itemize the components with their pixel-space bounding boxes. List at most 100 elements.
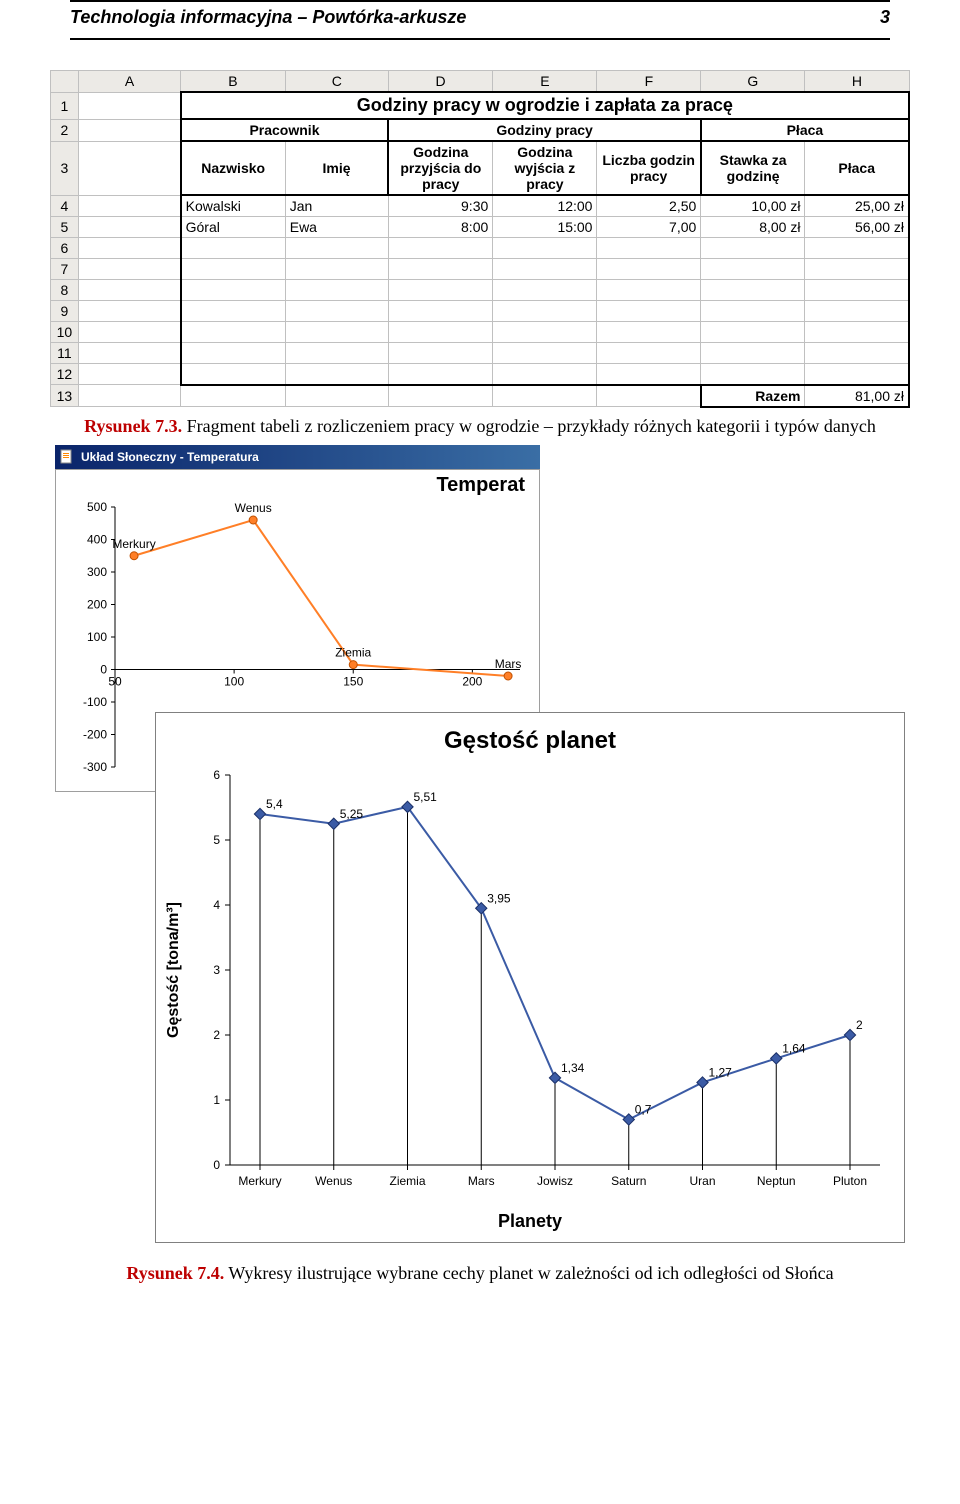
cell[interactable] [388,259,492,280]
cell[interactable] [805,259,909,280]
cell[interactable] [285,259,388,280]
col-C[interactable]: C [285,71,388,93]
hdr-stawka[interactable]: Stawka za godzinę [701,141,805,195]
cell[interactable] [597,385,701,407]
window-titlebar[interactable]: Układ Słoneczny - Temperatura [55,445,540,469]
row-12[interactable]: 12 [51,364,79,385]
hdr-pracownik[interactable]: Pracownik [181,119,389,141]
hdr-godziny[interactable]: Godziny pracy [388,119,700,141]
cell[interactable] [597,301,701,322]
col-G[interactable]: G [701,71,805,93]
row-7[interactable]: 7 [51,259,79,280]
cell[interactable] [78,217,180,238]
cell[interactable] [805,322,909,343]
cell[interactable]: 8:00 [388,217,492,238]
cell[interactable] [388,385,492,407]
cell[interactable] [78,92,180,119]
cell[interactable] [493,280,597,301]
cell[interactable] [388,238,492,259]
razem-label[interactable]: Razem [701,385,805,407]
cell[interactable] [493,259,597,280]
cell[interactable] [78,238,180,259]
hdr-liczba[interactable]: Liczba godzin pracy [597,141,701,195]
cell[interactable]: Jan [285,195,388,217]
cell[interactable] [805,343,909,364]
cell[interactable] [493,385,597,407]
cell[interactable] [181,322,286,343]
col-B[interactable]: B [181,71,286,93]
cell[interactable] [597,259,701,280]
cell[interactable] [78,364,180,385]
cell[interactable]: Ewa [285,217,388,238]
cell[interactable] [181,364,286,385]
cell[interactable] [805,364,909,385]
cell[interactable]: Kowalski [181,195,286,217]
cell[interactable] [388,280,492,301]
cell[interactable] [597,238,701,259]
cell[interactable] [388,322,492,343]
cell[interactable] [78,141,180,195]
cell[interactable] [285,280,388,301]
cell[interactable] [493,364,597,385]
cell[interactable]: 25,00 zł [805,195,909,217]
hdr-placa[interactable]: Płaca [701,119,909,141]
cell[interactable] [285,301,388,322]
cell[interactable] [805,238,909,259]
table-title[interactable]: Godziny pracy w ogrodzie i zapłata za pr… [181,92,909,119]
cell[interactable] [181,280,286,301]
cell[interactable] [597,343,701,364]
cell[interactable] [285,364,388,385]
cell[interactable] [597,280,701,301]
cell[interactable] [78,259,180,280]
cell[interactable] [701,301,805,322]
cell[interactable] [388,364,492,385]
cell[interactable] [701,322,805,343]
cell[interactable] [78,195,180,217]
hdr-godz-in[interactable]: Godzina przyjścia do pracy [388,141,492,195]
hdr-placa2[interactable]: Płaca [805,141,909,195]
cell[interactable] [493,238,597,259]
cell[interactable] [493,301,597,322]
cell[interactable]: 2,50 [597,195,701,217]
col-H[interactable]: H [805,71,909,93]
col-A[interactable]: A [78,71,180,93]
spreadsheet-table[interactable]: A B C D E F G H 1 Godziny pracy w ogrodz… [50,70,910,408]
cell[interactable] [701,364,805,385]
cell[interactable] [285,385,388,407]
cell[interactable] [285,238,388,259]
row-4[interactable]: 4 [51,195,79,217]
row-10[interactable]: 10 [51,322,79,343]
row-5[interactable]: 5 [51,217,79,238]
cell[interactable]: Góral [181,217,286,238]
cell[interactable]: 10,00 zł [701,195,805,217]
row-13[interactable]: 13 [51,385,79,407]
cell[interactable] [181,301,286,322]
row-8[interactable]: 8 [51,280,79,301]
cell[interactable] [285,322,388,343]
cell[interactable] [493,343,597,364]
row-11[interactable]: 11 [51,343,79,364]
cell[interactable]: 15:00 [493,217,597,238]
cell[interactable] [78,385,180,407]
cell[interactable]: 12:00 [493,195,597,217]
hdr-nazwisko[interactable]: Nazwisko [181,141,286,195]
cell[interactable] [78,301,180,322]
cell[interactable] [493,322,597,343]
cell[interactable] [805,280,909,301]
hdr-imie[interactable]: Imię [285,141,388,195]
cell[interactable]: 8,00 zł [701,217,805,238]
col-F[interactable]: F [597,71,701,93]
cell[interactable] [78,322,180,343]
row-1[interactable]: 1 [51,92,79,119]
corner-cell[interactable] [51,71,79,93]
razem-value[interactable]: 81,00 zł [805,385,909,407]
cell[interactable] [388,301,492,322]
cell[interactable] [701,280,805,301]
cell[interactable] [701,343,805,364]
cell[interactable]: 9:30 [388,195,492,217]
cell[interactable] [805,301,909,322]
cell[interactable] [388,343,492,364]
cell[interactable]: 56,00 zł [805,217,909,238]
cell[interactable] [78,343,180,364]
cell[interactable] [597,322,701,343]
